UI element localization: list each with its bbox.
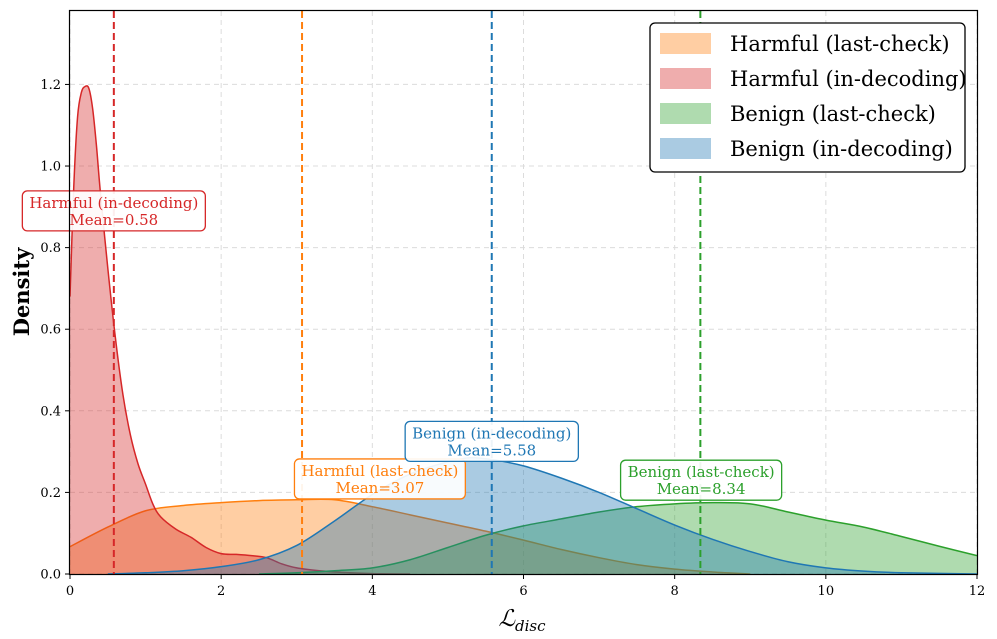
y-tick-label: 1.2 xyxy=(40,78,61,93)
x-tick-label: 12 xyxy=(969,584,986,599)
density-curve xyxy=(69,498,751,575)
x-axis-label: ℒdisc xyxy=(498,606,546,635)
legend-item: Benign (last-check) xyxy=(660,102,936,126)
density-curve xyxy=(258,501,978,575)
legend-swatch xyxy=(660,33,711,54)
x-tick-label: 2 xyxy=(217,584,225,599)
annotation-box xyxy=(619,459,783,501)
annotation-title: Harmful (last-check) xyxy=(301,462,458,480)
x-tick-label: 10 xyxy=(818,584,835,599)
legend-label: Benign (in-decoding) xyxy=(730,137,953,161)
y-tick-label: 0.0 xyxy=(40,568,61,583)
y-tick-label: 1.0 xyxy=(40,160,61,175)
legend-label: Harmful (in-decoding) xyxy=(730,67,967,91)
annotation-mean: Mean=3.07 xyxy=(335,479,424,497)
mean-annotations: Harmful (last-check)Mean=3.07 Harmful (in… xyxy=(21,190,783,501)
legend-label: Harmful (last-check) xyxy=(730,32,950,56)
annotation-title: Benign (in-decoding) xyxy=(412,424,571,442)
annotation-mean: Mean=0.58 xyxy=(69,211,158,229)
x-tick-label: 4 xyxy=(368,584,376,599)
density-curve xyxy=(69,85,411,575)
annotation-box xyxy=(21,190,206,232)
mean-annotation: Harmful (in-decoding)Mean=0.58 xyxy=(21,190,206,232)
annotation-title: Benign (last-check) xyxy=(628,463,775,481)
legend-swatch xyxy=(660,68,711,89)
y-tick-label: 0.4 xyxy=(40,404,61,419)
y-axis-label: Density xyxy=(9,247,34,336)
density-area xyxy=(70,85,411,575)
x-tick-label: 8 xyxy=(671,584,679,599)
density-area xyxy=(258,502,978,574)
density-areas xyxy=(69,85,978,575)
legend-item: Harmful (in-decoding) xyxy=(660,67,967,91)
density-area xyxy=(107,457,978,574)
legend-box xyxy=(649,22,966,173)
annotation-box xyxy=(293,458,466,500)
legend-label: Benign (last-check) xyxy=(730,102,936,126)
annotation-mean: Mean=8.34 xyxy=(657,480,746,498)
legend-swatch xyxy=(660,103,711,124)
mean-annotation: Harmful (last-check)Mean=3.07 xyxy=(293,458,466,500)
y-axis: 0.0 0.2 0.4 0.6 0.8 1.0 1.2 xyxy=(40,78,70,583)
annotation-mean: Mean=5.58 xyxy=(447,441,536,459)
annotation-title: Harmful (in-decoding) xyxy=(29,194,198,212)
mean-annotation: Benign (last-check)Mean=8.34 xyxy=(619,459,783,501)
legend: Harmful (last-check) Harmful (in-decoding… xyxy=(649,22,967,173)
x-tick-label: 6 xyxy=(519,584,527,599)
y-tick-label: 0.8 xyxy=(40,241,61,256)
x-axis: 0 2 4 6 8 10 12 xyxy=(66,574,985,599)
mean-annotation: Benign (in-decoding)Mean=5.58 xyxy=(404,420,580,463)
annotation-box xyxy=(404,420,580,463)
legend-swatch xyxy=(660,138,711,159)
y-tick-label: 0.2 xyxy=(40,486,61,501)
legend-item: Harmful (last-check) xyxy=(660,32,950,56)
density-curve xyxy=(107,456,978,575)
y-tick-label: 0.6 xyxy=(40,323,61,338)
legend-item: Benign (in-decoding) xyxy=(660,137,953,161)
x-tick-label: 0 xyxy=(66,584,74,599)
